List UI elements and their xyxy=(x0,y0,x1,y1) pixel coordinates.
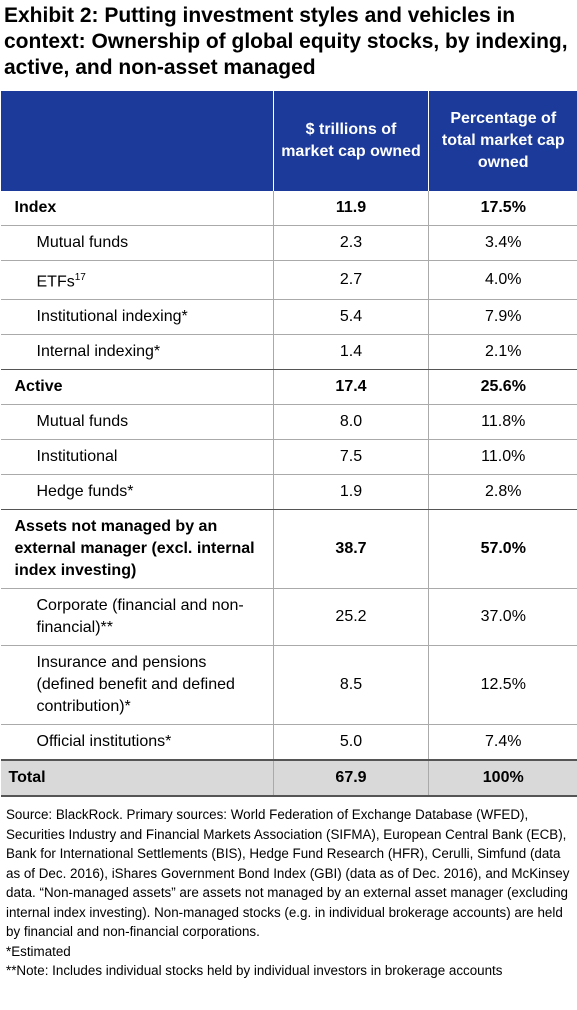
row: Index 11.9 17.5% xyxy=(0,191,577,226)
value-cell: 25.2 xyxy=(273,588,429,647)
value-cell: 11.0% xyxy=(428,439,577,476)
header-cell: $ trillions of market cap owned xyxy=(273,91,429,191)
row: Internal indexing* 1.4 2.1% xyxy=(0,334,577,371)
row: Institutional 7.5 11.0% xyxy=(0,439,577,476)
label: Corporate (financial and non-financial)*… xyxy=(36,597,244,637)
value-cell: 67.9 xyxy=(273,759,429,798)
value-cell: 7.4% xyxy=(428,724,577,761)
value-cell: 25.6% xyxy=(428,369,577,406)
source: Source: BlackRock. Primary sources: Worl… xyxy=(6,807,570,940)
label-cell: Internal indexing* xyxy=(0,334,274,371)
label-cell: Total xyxy=(0,759,274,798)
superscript: 17 xyxy=(74,272,86,283)
value-cell: 1.4 xyxy=(273,334,429,371)
label: Hedge funds* xyxy=(36,483,134,501)
value-cell: 7.5 xyxy=(273,439,429,476)
value-cell: 5.0 xyxy=(273,724,429,761)
row: Corporate (financial and non-financial)*… xyxy=(0,588,577,647)
row: Official institutions* 5.0 7.4% xyxy=(0,724,577,761)
row: Insurance and pensions (defined benefit … xyxy=(0,645,577,726)
row: Hedge funds* 1.9 2.8% xyxy=(0,474,577,511)
note: *Estimated xyxy=(6,943,71,959)
row: Active 17.4 25.6% xyxy=(0,369,577,406)
label: Assets not managed by an external manage… xyxy=(14,518,255,580)
label-cell: Corporate (financial and non-financial)*… xyxy=(0,588,274,647)
row: Mutual funds 8.0 11.8% xyxy=(0,404,577,441)
value-cell: 8.5 xyxy=(273,645,429,726)
value-cell: 11.9 xyxy=(273,191,429,226)
value-cell: 2.3 xyxy=(273,225,429,261)
value-cell: 2.8% xyxy=(428,474,577,511)
row: Mutual funds 2.3 3.4% xyxy=(0,225,577,261)
value-cell: 100% xyxy=(428,759,577,798)
label: ETFs xyxy=(36,273,75,291)
label-cell: Mutual funds xyxy=(0,225,274,261)
value-cell: 7.9% xyxy=(428,299,577,336)
label-cell: Insurance and pensions (defined benefit … xyxy=(0,645,274,726)
note: **Note: Includes individual stocks held … xyxy=(6,963,503,979)
label: Internal indexing* xyxy=(36,343,161,361)
value-cell: 2.1% xyxy=(428,334,577,371)
value-cell: 17.5% xyxy=(428,191,577,226)
label: Mutual funds xyxy=(36,413,129,431)
label-cell: Mutual funds xyxy=(0,404,274,441)
label: Official institutions* xyxy=(36,733,172,751)
title: Exhibit 2: Putting investment styles and… xyxy=(4,4,568,79)
value-cell: 57.0% xyxy=(428,509,577,590)
header-cell xyxy=(0,91,274,191)
label-cell: Official institutions* xyxy=(0,724,274,761)
row: Assets not managed by an external manage… xyxy=(0,509,577,590)
label-cell: Assets not managed by an external manage… xyxy=(0,509,274,590)
value-cell: 11.8% xyxy=(428,404,577,441)
label: Active xyxy=(14,378,63,396)
row: Total 67.9 100% xyxy=(0,759,577,798)
label-cell: Institutional indexing* xyxy=(0,299,274,336)
label: Institutional xyxy=(36,448,118,466)
footer: Source: BlackRock. Primary sources: Worl… xyxy=(0,797,577,981)
row: Institutional indexing* 5.4 7.9% xyxy=(0,299,577,336)
label-cell: Active xyxy=(0,369,274,406)
value-cell: 12.5% xyxy=(428,645,577,726)
label: Total xyxy=(8,769,46,787)
label: Index xyxy=(14,199,57,216)
value-cell: 38.7 xyxy=(273,509,429,590)
label: Insurance and pensions (defined benefit … xyxy=(36,654,235,716)
label: Mutual funds xyxy=(36,234,129,251)
table: $ trillions of market cap owned Percenta… xyxy=(0,91,577,798)
value-cell: 8.0 xyxy=(273,404,429,441)
label-cell: ETFs17 xyxy=(0,260,274,301)
label-cell: Institutional xyxy=(0,439,274,476)
value-cell: 37.0% xyxy=(428,588,577,647)
label-cell: Hedge funds* xyxy=(0,474,274,511)
value-cell: 5.4 xyxy=(273,299,429,336)
header-cell: Percentage of total market cap owned xyxy=(428,91,577,191)
value-cell: 3.4% xyxy=(428,225,577,261)
value-cell: 1.9 xyxy=(273,474,429,511)
value-cell: 4.0% xyxy=(428,260,577,301)
value-cell: 17.4 xyxy=(273,369,429,406)
row: ETFs17 2.7 4.0% xyxy=(0,260,577,301)
label-cell: Index xyxy=(0,191,274,226)
header-row: $ trillions of market cap owned Percenta… xyxy=(0,91,577,191)
label: Institutional indexing* xyxy=(36,308,188,326)
value-cell: 2.7 xyxy=(273,260,429,301)
